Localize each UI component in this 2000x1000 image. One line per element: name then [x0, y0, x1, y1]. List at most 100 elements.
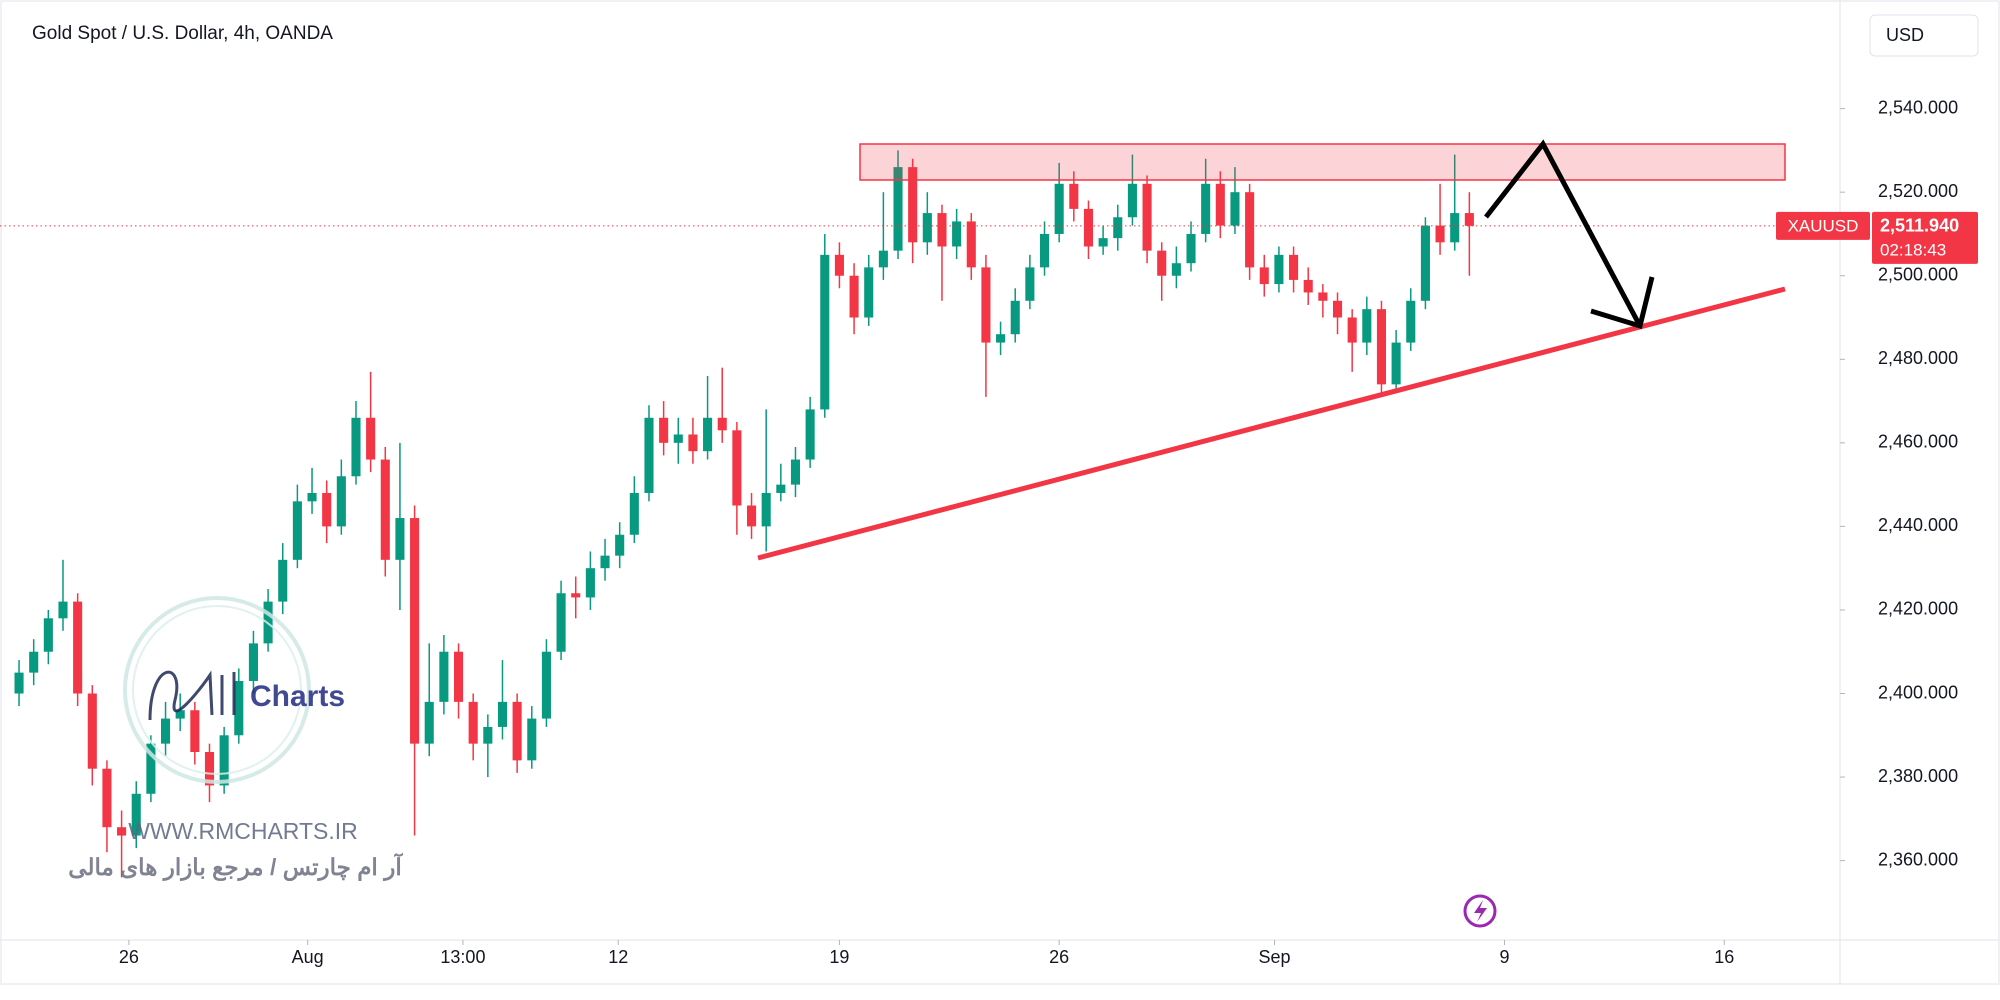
candle-body: [952, 221, 962, 247]
candle-body: [1098, 238, 1108, 247]
candle-body: [996, 334, 1006, 343]
logo-ring: [132, 605, 302, 775]
candle-body: [453, 651, 464, 702]
resistance-zone: [859, 143, 1786, 181]
y-tick-label: 2,400.000: [1878, 682, 1958, 702]
candle-body: [278, 559, 288, 602]
candle-body: [1010, 300, 1020, 335]
candle-body: [1215, 183, 1225, 226]
price-tag: [1872, 211, 1978, 264]
candle-body: [102, 768, 112, 828]
candle-body: [366, 417, 376, 460]
currency-button[interactable]: [1869, 14, 1979, 57]
y-tick-label: 2,480.000: [1878, 348, 1958, 368]
candle-body: [14, 672, 24, 694]
candle-body: [29, 651, 39, 673]
candle-body: [1435, 225, 1445, 243]
candle-body: [1391, 342, 1401, 385]
candle-body: [234, 680, 244, 736]
candle-body: [1289, 254, 1299, 280]
candle-body: [761, 492, 771, 527]
candle-body: [703, 417, 713, 452]
candle-body: [790, 459, 801, 485]
candle-body: [1420, 225, 1430, 301]
candle-body: [1347, 317, 1357, 343]
candle-body: [1450, 213, 1460, 243]
candle-body: [146, 743, 156, 794]
candle-body: [1069, 183, 1079, 209]
candle-body: [673, 434, 683, 443]
watermark-tagline: آر ام چارتس / مرجع بازار های مالی: [68, 852, 403, 882]
candle-body: [805, 409, 815, 460]
candle-body: [571, 593, 581, 598]
candle-body: [717, 417, 727, 431]
candle-body: [87, 693, 97, 769]
candle-body: [1274, 254, 1284, 285]
logo-mark: [148, 670, 236, 721]
candle-body: [1054, 183, 1064, 234]
x-tick-label: Aug: [292, 947, 324, 967]
candle-body: [908, 167, 918, 243]
y-tick-label: 2,540.000: [1878, 97, 1958, 117]
candle-body: [922, 213, 932, 243]
y-tick-label: 2,420.000: [1878, 599, 1958, 619]
candle-body: [1230, 192, 1240, 226]
candle-body: [1157, 250, 1167, 276]
candle-body: [893, 167, 903, 251]
candle-body: [117, 827, 127, 836]
candle-body: [1127, 183, 1137, 218]
candle-body: [131, 793, 141, 836]
price-tag-label: 2,511.940: [1880, 216, 1959, 236]
candle-body: [468, 701, 478, 744]
symbol-label: XAUUSD: [1788, 216, 1859, 235]
candle-body: [1303, 279, 1313, 293]
y-tick-label: 2,460.000: [1878, 432, 1958, 452]
candle-body: [541, 651, 551, 719]
candle-body: [1039, 233, 1050, 268]
candle-body: [1245, 192, 1255, 268]
candle-body: [937, 213, 947, 247]
x-tick-label: Sep: [1259, 947, 1291, 967]
y-tick-label: 2,360.000: [1878, 849, 1958, 869]
arrow-head: [1590, 276, 1655, 330]
candle-body: [1318, 292, 1328, 301]
candle-body: [1083, 208, 1094, 247]
candle-body: [351, 417, 361, 477]
candle-body: [43, 618, 53, 652]
symbol-tag: [1776, 211, 1870, 240]
candle-body: [629, 492, 639, 535]
candle-body: [820, 254, 830, 410]
candle-body: [380, 459, 390, 560]
y-tick-label: 2,500.000: [1878, 264, 1958, 284]
candle-body: [1406, 300, 1416, 343]
y-tick-label: 2,380.000: [1878, 766, 1958, 786]
candle-body: [834, 254, 844, 276]
candle-body: [556, 593, 566, 652]
candle-body: [981, 267, 991, 343]
candle-body: [1201, 183, 1211, 234]
candle-body: [395, 518, 405, 560]
candle-body: [424, 701, 434, 744]
x-tick-label: 16: [1714, 947, 1734, 967]
candle-body: [1186, 233, 1196, 264]
projection-arrow: [1484, 139, 1643, 328]
trend-line: [757, 286, 1786, 561]
countdown-label: 02:18:43: [1880, 240, 1946, 259]
candle-body: [219, 735, 229, 786]
candle-body: [1113, 217, 1123, 239]
candle-body: [1142, 183, 1152, 251]
candle-body: [878, 250, 888, 268]
candle-body: [1362, 309, 1372, 343]
watermark-brand: Charts: [250, 680, 345, 713]
chart-title: Gold Spot / U.S. Dollar, 4h, OANDA: [32, 23, 333, 44]
candle-body: [585, 568, 595, 598]
candle-body: [644, 417, 654, 493]
candle-body: [864, 267, 874, 318]
candle-body: [688, 434, 698, 452]
candle-body: [292, 501, 302, 560]
lightning-icon[interactable]: [1463, 894, 1497, 928]
x-tick-label: 19: [829, 947, 849, 967]
candle-body: [1376, 309, 1387, 385]
candle-body: [483, 726, 493, 744]
currency-label: USD: [1886, 25, 1924, 45]
